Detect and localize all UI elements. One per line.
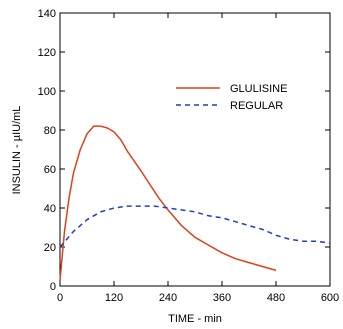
- legend: GLULISINE REGULAR: [176, 83, 287, 112]
- series-line-regular: [59, 205, 331, 248]
- y-tick-label-100: 100: [38, 86, 56, 98]
- x-tick-label-600: 600: [321, 292, 339, 304]
- y-tick-label-20: 20: [44, 242, 56, 254]
- x-tick-label-360: 360: [213, 292, 231, 304]
- y-tick-label-0: 0: [50, 281, 56, 293]
- x-axis-title: TIME - min: [168, 313, 222, 325]
- x-tick-label-240: 240: [159, 292, 177, 304]
- series-layer: [59, 125, 331, 281]
- y-tick-label-60: 60: [44, 164, 56, 176]
- plot-frame: [59, 12, 331, 287]
- x-tick-label-480: 480: [267, 292, 285, 304]
- y-axis-title: INSULIN - µIU/mL: [11, 106, 23, 195]
- x-tick-label-120: 120: [105, 292, 123, 304]
- legend-label-glulisine: GLULISINE: [230, 83, 287, 95]
- series-line-glulisine: [59, 125, 277, 281]
- axis-tick-labels: 0 20 40 60 80 100 120 140 0 120 240 360 480 600: [38, 8, 340, 304]
- y-tick-label-80: 80: [44, 125, 56, 137]
- legend-label-regular: REGULAR: [230, 100, 283, 112]
- x-tick-label-0: 0: [57, 292, 63, 304]
- axis-ticks: [59, 12, 331, 287]
- y-tick-label-40: 40: [44, 203, 56, 215]
- y-tick-label-120: 120: [38, 47, 56, 59]
- y-tick-label-140: 140: [38, 8, 56, 20]
